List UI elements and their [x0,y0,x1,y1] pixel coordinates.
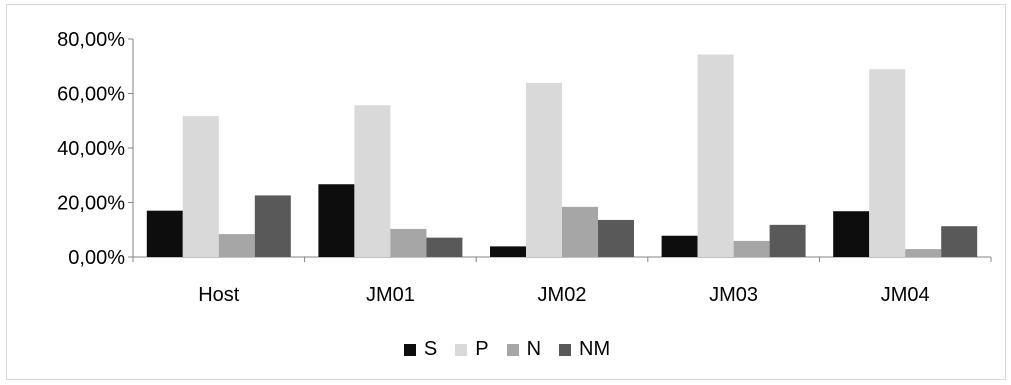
y-axis: 0,00% 20,00% 40,00% 60,00% 80,00% [57,29,134,269]
x-tick-label: Host [198,284,240,306]
legend-label: N [526,338,542,360]
bar-s-jm02 [490,246,526,257]
bar-s-jm04 [833,211,870,257]
legend-label: P [475,338,489,360]
bar-n-jm02 [562,206,598,257]
chart-frame: 0,00% 20,00% 40,00% 60,00% 80,00% Host JM01 JM… [6,4,1006,380]
y-tick-label: 80,00% [57,29,125,51]
x-tick-label: JM04 [881,284,930,306]
legend-label: S [423,338,438,360]
bar-p-jm03 [697,54,734,257]
bar-n-host [218,234,255,257]
bar-s-host [146,210,183,257]
x-tick-label: JM02 [538,284,587,306]
bar-nm-jm02 [598,219,634,257]
bar-p-host [182,116,219,258]
bar-nm-jm04 [941,226,978,257]
legend-item-nm: NM [559,338,610,361]
bar-p-jm01 [354,105,391,257]
legend-swatch [506,343,519,356]
legend-swatch [455,343,468,356]
bar-s-jm03 [661,235,698,257]
bar-nm-host [254,195,291,257]
legend-swatch [559,343,572,356]
legend: S P N NM [7,338,1007,361]
x-tick-label: JM03 [709,284,758,306]
bar-p-jm04 [869,69,906,257]
y-tick-label: 60,00% [57,84,125,106]
bars [146,54,978,258]
bar-s-jm01 [318,184,355,257]
legend-label: NM [579,338,611,360]
legend-swatch [403,343,416,356]
bar-n-jm03 [733,240,770,257]
legend-item-s: S [403,338,438,361]
legend-item-p: P [455,338,489,361]
y-tick-label: 0,00% [68,247,125,269]
bar-n-jm01 [390,228,427,257]
y-tick-label: 20,00% [57,193,125,215]
legend-item-n: N [506,338,542,361]
y-tick-label: 40,00% [57,138,125,160]
bar-p-jm02 [526,82,562,257]
x-tick-label: JM01 [366,284,415,306]
bar-chart: 0,00% 20,00% 40,00% 60,00% 80,00% Host JM01 JM… [57,29,992,306]
bar-n-jm04 [905,249,942,257]
x-axis: Host JM01 JM02 JM03 JM04 [132,256,992,306]
bar-nm-jm01 [426,237,463,257]
bar-nm-jm03 [769,224,806,257]
